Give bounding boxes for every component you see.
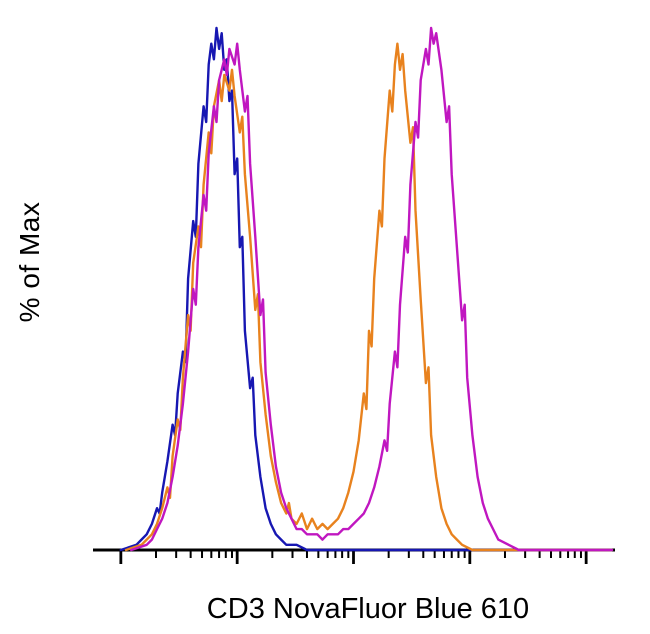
x-axis-label: CD3 NovaFluor Blue 610 — [206, 593, 530, 625]
series-magenta-bimodal — [129, 26, 614, 552]
y-axis-label: % of Max — [14, 201, 45, 323]
series-blue-single-peak — [119, 26, 614, 552]
series-orange-bimodal — [124, 42, 614, 552]
